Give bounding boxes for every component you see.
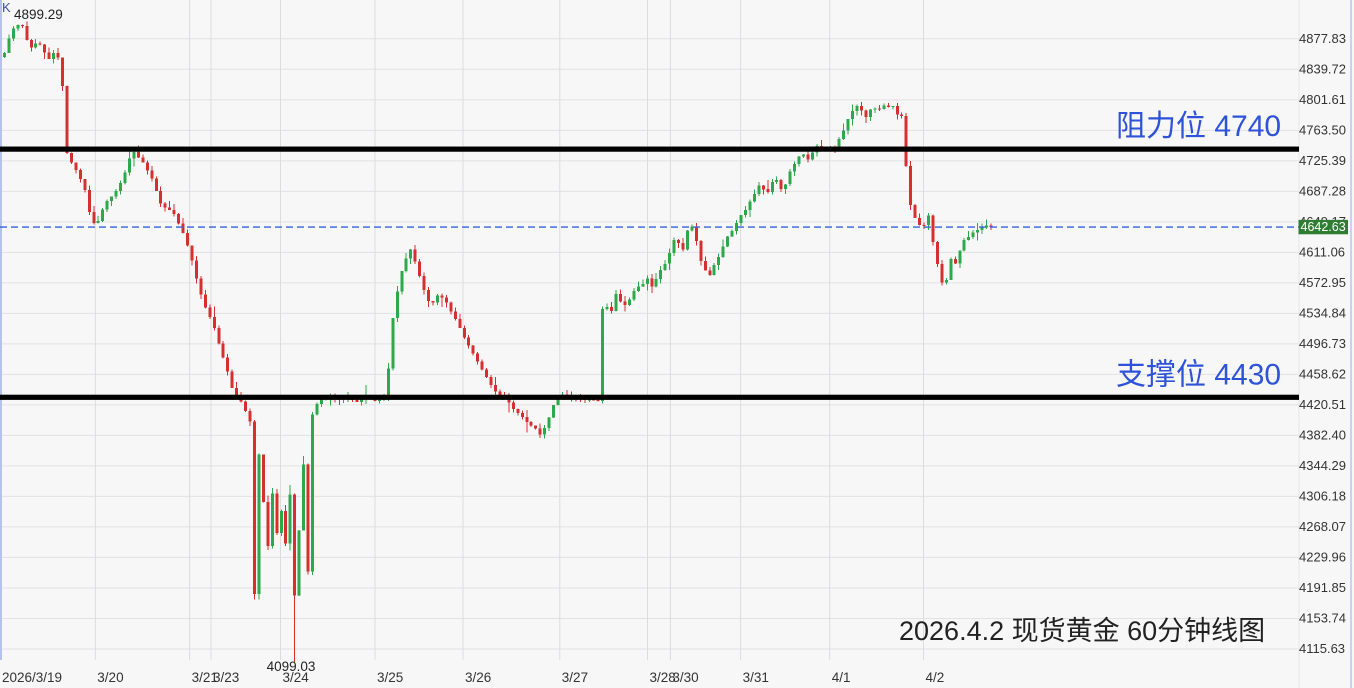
- svg-text:3/27: 3/27: [562, 670, 588, 685]
- svg-text:4725.39: 4725.39: [1299, 153, 1346, 168]
- svg-text:3/31: 3/31: [743, 670, 769, 685]
- svg-text:K: K: [2, 0, 11, 15]
- svg-text:4642.63: 4642.63: [1301, 220, 1346, 234]
- svg-text:2026/3/19: 2026/3/19: [2, 670, 62, 685]
- svg-text:4572.95: 4572.95: [1299, 275, 1346, 290]
- svg-text:4191.85: 4191.85: [1299, 580, 1346, 595]
- svg-text:支撑位 4430: 支撑位 4430: [1116, 358, 1281, 391]
- svg-text:4534.84: 4534.84: [1299, 306, 1346, 321]
- svg-text:4099.03: 4099.03: [267, 659, 316, 674]
- svg-text:4458.62: 4458.62: [1299, 367, 1346, 382]
- svg-text:4/1: 4/1: [832, 670, 851, 685]
- svg-text:3/25: 3/25: [377, 670, 403, 685]
- svg-text:4687.28: 4687.28: [1299, 184, 1346, 199]
- svg-text:4801.61: 4801.61: [1299, 92, 1346, 107]
- svg-text:4611.06: 4611.06: [1299, 245, 1345, 260]
- svg-text:4153.74: 4153.74: [1299, 611, 1346, 626]
- svg-text:4839.72: 4839.72: [1299, 62, 1346, 77]
- svg-text:3/23: 3/23: [213, 670, 239, 685]
- svg-text:3/20: 3/20: [97, 670, 123, 685]
- svg-text:4877.83: 4877.83: [1299, 31, 1346, 46]
- svg-text:4763.50: 4763.50: [1299, 123, 1346, 138]
- svg-text:4268.07: 4268.07: [1299, 519, 1346, 534]
- svg-text:4420.51: 4420.51: [1299, 397, 1346, 412]
- svg-text:4382.40: 4382.40: [1299, 428, 1346, 443]
- svg-text:4496.73: 4496.73: [1299, 336, 1346, 351]
- svg-text:4/2: 4/2: [926, 670, 945, 685]
- svg-text:阻力位 4740: 阻力位 4740: [1116, 110, 1281, 143]
- svg-text:4229.96: 4229.96: [1299, 550, 1346, 565]
- svg-text:3/26: 3/26: [465, 670, 491, 685]
- svg-text:2026.4.2 现货黄金 60分钟线图: 2026.4.2 现货黄金 60分钟线图: [899, 616, 1265, 646]
- svg-text:4115.63: 4115.63: [1299, 641, 1345, 656]
- svg-text:3/30: 3/30: [672, 670, 698, 685]
- svg-text:4306.18: 4306.18: [1299, 489, 1346, 504]
- svg-text:4344.29: 4344.29: [1299, 458, 1346, 473]
- svg-text:4899.29: 4899.29: [14, 7, 63, 22]
